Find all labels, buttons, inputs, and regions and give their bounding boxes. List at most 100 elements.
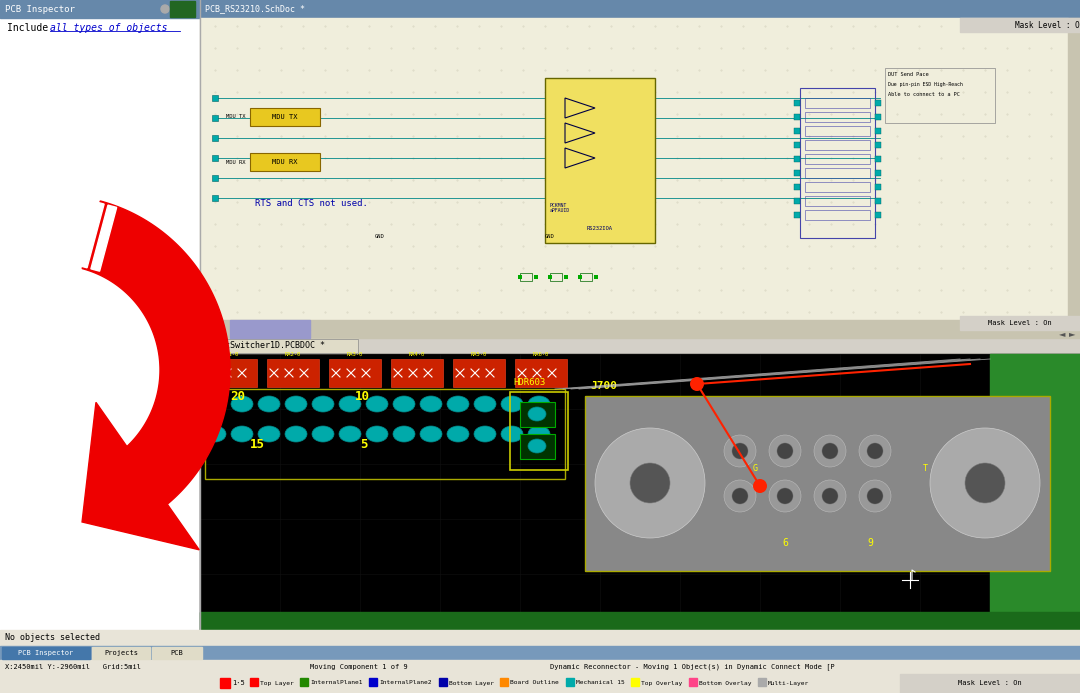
Ellipse shape (339, 396, 361, 412)
Text: HDR603: HDR603 (513, 378, 545, 387)
Bar (990, 354, 1080, 630)
Text: Mask Level : On: Mask Level : On (1015, 21, 1080, 30)
Bar (875, 212, 881, 218)
Circle shape (859, 480, 891, 512)
Bar (585, 396, 1050, 571)
Bar (212, 115, 218, 121)
Text: RA1·0: RA1·0 (222, 352, 239, 357)
Bar (200, 320, 1080, 330)
Circle shape (814, 480, 846, 512)
Bar (0, 646, 1080, 660)
Bar (200, 338, 1080, 354)
Bar (689, 678, 697, 686)
Circle shape (724, 435, 756, 467)
Text: 20: 20 (230, 390, 245, 403)
Text: PCB_RS23210.SchDoc *: PCB_RS23210.SchDoc * (205, 4, 305, 13)
Text: Top Layer: Top Layer (260, 681, 294, 685)
Bar (900, 674, 1080, 693)
Text: X:2450mil Y:-2960mil   Grid:5mil: X:2450mil Y:-2960mil Grid:5mil (5, 664, 141, 670)
Bar (453, 359, 505, 387)
Bar (805, 182, 870, 192)
Bar (212, 155, 218, 161)
Bar (794, 100, 800, 106)
Text: T: T (922, 464, 928, 473)
Bar (805, 98, 870, 108)
Text: J700: J700 (590, 381, 617, 391)
Bar (249, 678, 258, 686)
Circle shape (966, 463, 1005, 503)
Bar (369, 678, 377, 686)
Text: 6: 6 (782, 538, 788, 548)
Ellipse shape (474, 396, 496, 412)
Bar (391, 359, 443, 387)
Bar (300, 678, 308, 686)
Ellipse shape (528, 407, 546, 421)
Text: Mask Level : On: Mask Level : On (958, 680, 1022, 686)
Text: RA3·0: RA3·0 (347, 352, 363, 357)
Circle shape (753, 479, 767, 493)
Text: PCKMNT
aPFAUID: PCKMNT aPFAUID (550, 202, 570, 213)
Text: G: G (753, 464, 757, 473)
Bar (875, 100, 881, 106)
Bar (515, 359, 567, 387)
Ellipse shape (447, 426, 469, 442)
Text: 2: 2 (548, 405, 555, 419)
Bar (0, 0, 200, 18)
Text: Include: Include (6, 23, 59, 33)
Ellipse shape (258, 426, 280, 442)
Text: No objects selected: No objects selected (5, 633, 100, 642)
Polygon shape (82, 201, 230, 514)
Circle shape (732, 443, 748, 459)
Bar (212, 135, 218, 141)
Bar (267, 359, 319, 387)
Text: DUT Send Pace: DUT Send Pace (888, 72, 929, 77)
Bar (170, 1, 195, 17)
Bar (212, 175, 218, 181)
Bar (794, 142, 800, 148)
Bar (200, 0, 1080, 693)
Text: 1·5: 1·5 (232, 680, 245, 686)
Bar (578, 275, 582, 279)
Circle shape (769, 435, 801, 467)
Text: 1: 1 (548, 435, 555, 448)
Text: Bottom Overlay: Bottom Overlay (699, 681, 752, 685)
Bar (875, 128, 881, 134)
Bar (805, 210, 870, 220)
Bar (875, 198, 881, 204)
Text: Projects: Projects (104, 650, 138, 656)
Text: InternalPlane2: InternalPlane2 (379, 681, 432, 685)
Text: 9: 9 (867, 538, 873, 548)
Polygon shape (79, 202, 104, 267)
Bar (960, 316, 1080, 330)
Polygon shape (82, 403, 199, 550)
Text: Bottom Layer: Bottom Layer (448, 681, 494, 685)
Ellipse shape (420, 396, 442, 412)
Text: Able to connect to a PC: Able to connect to a PC (888, 92, 960, 97)
Bar (805, 126, 870, 136)
Ellipse shape (312, 426, 334, 442)
Bar (329, 359, 381, 387)
Ellipse shape (204, 426, 226, 442)
Circle shape (185, 5, 193, 13)
Text: MDU RX: MDU RX (272, 159, 298, 165)
Bar (205, 359, 257, 387)
Ellipse shape (528, 396, 550, 412)
Circle shape (595, 428, 705, 538)
Circle shape (630, 463, 670, 503)
Circle shape (814, 435, 846, 467)
Bar (875, 142, 881, 148)
Bar (518, 275, 522, 279)
Text: InternalPlane1: InternalPlane1 (310, 681, 363, 685)
Bar (550, 273, 562, 281)
Ellipse shape (231, 426, 253, 442)
Bar (534, 275, 538, 279)
Bar (631, 678, 639, 686)
Ellipse shape (258, 396, 280, 412)
Bar (875, 114, 881, 120)
Bar (0, 0, 200, 693)
Circle shape (690, 377, 704, 391)
Text: PortSwitcher1D.PCBDOC *: PortSwitcher1D.PCBDOC * (210, 342, 325, 351)
Ellipse shape (285, 426, 307, 442)
Bar (800, 88, 875, 238)
Bar (200, 330, 1080, 338)
